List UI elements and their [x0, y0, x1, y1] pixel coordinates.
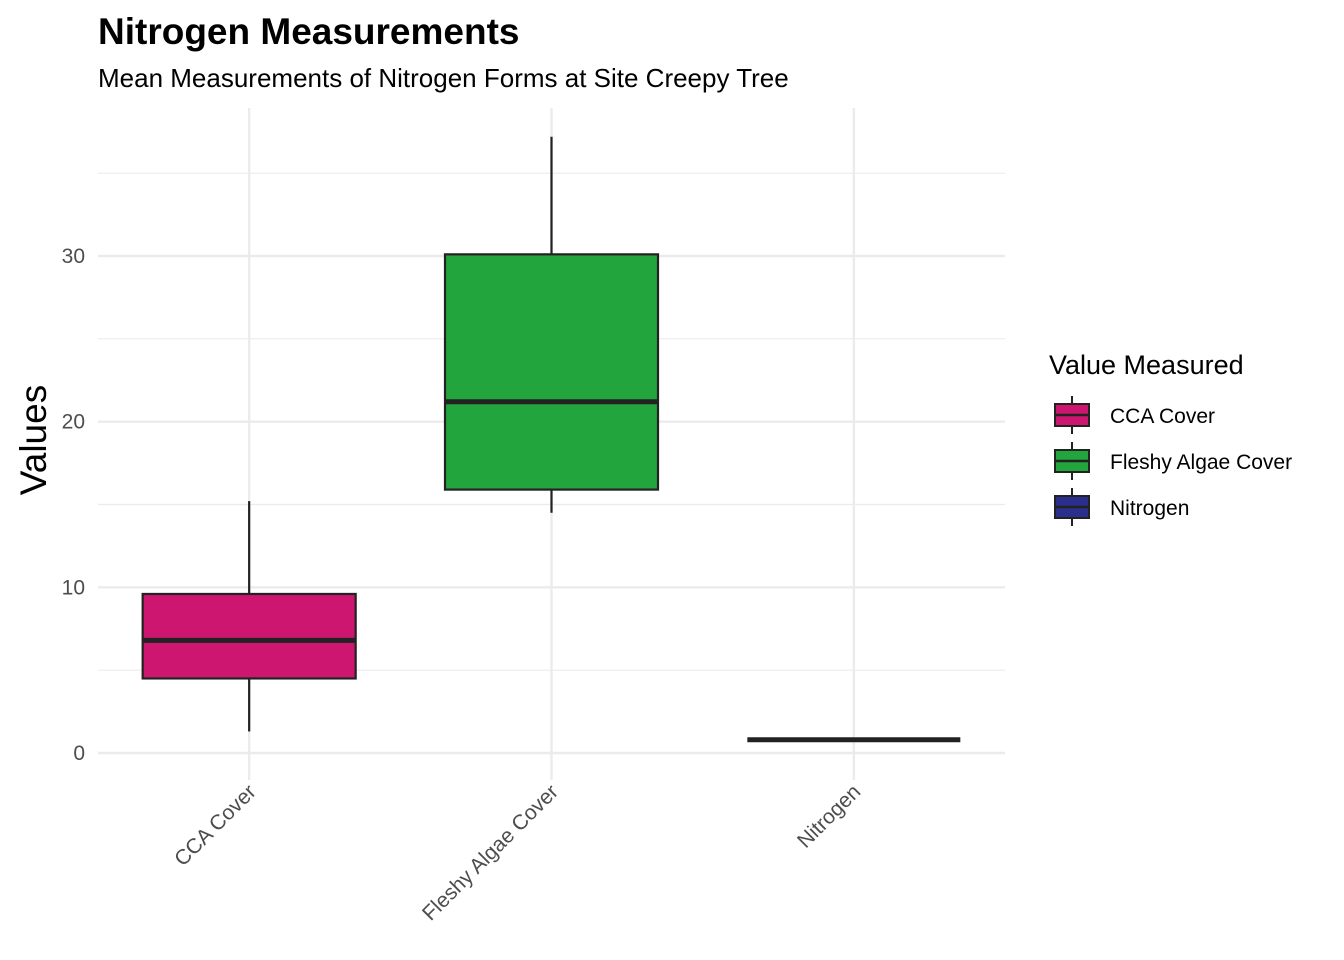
y-tick-label: 20	[62, 411, 85, 434]
legend-label: CCA Cover	[1110, 405, 1215, 428]
legend-item: CCA Cover	[1054, 396, 1215, 434]
y-tick-label: 30	[62, 245, 85, 268]
legend-label: Fleshy Algae Cover	[1110, 451, 1292, 474]
legend-item: Fleshy Algae Cover	[1054, 442, 1292, 480]
legend-item: Nitrogen	[1054, 488, 1189, 526]
legend-label: Nitrogen	[1110, 497, 1189, 520]
chart-subtitle: Mean Measurements of Nitrogen Forms at S…	[98, 63, 789, 93]
box-fleshy-algae-cover	[443, 136, 660, 513]
y-axis-label: Values	[13, 385, 54, 495]
box-body	[443, 253, 660, 491]
legend-title: Value Measured	[1049, 350, 1244, 380]
boxes	[141, 136, 961, 743]
legend: Value Measured CCA Cover Fleshy Algae Cov…	[1049, 350, 1292, 526]
y-tick-label: 0	[73, 742, 85, 765]
x-tick-label: Nitrogen	[793, 780, 865, 852]
y-axis-ticks: 0 10 20 30	[62, 245, 85, 765]
box-cca-cover	[141, 501, 357, 732]
x-tick-label: Fleshy Algae Cover	[418, 780, 563, 925]
y-tick-label: 10	[62, 576, 85, 599]
box-body	[141, 592, 357, 680]
x-axis-ticks: CCA Cover Fleshy Algae Cover Nitrogen	[170, 780, 865, 925]
chart-title: Nitrogen Measurements	[98, 11, 520, 52]
x-tick-label: CCA Cover	[170, 780, 261, 871]
